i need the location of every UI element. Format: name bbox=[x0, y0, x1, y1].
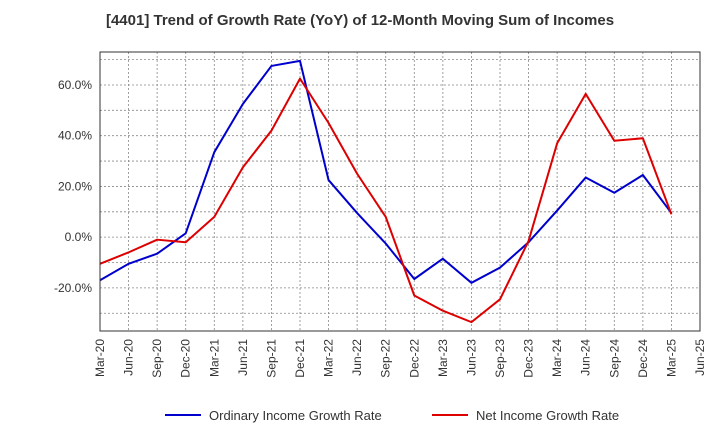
x-tick-label: Dec-21 bbox=[293, 339, 307, 378]
y-tick-label: 60.0% bbox=[58, 78, 92, 92]
series-line-2 bbox=[99, 77, 673, 324]
y-tick-label: 20.0% bbox=[58, 179, 92, 193]
x-axis-tick-labels: Mar-20 Jun-20 Sep-20 Dec-20 Mar-21 Jun-21 Sep-… bbox=[93, 339, 707, 378]
x-tick-label: Jun-25 bbox=[693, 339, 707, 376]
x-tick-label: Dec-22 bbox=[407, 339, 421, 378]
x-tick-label: Mar-25 bbox=[664, 339, 678, 377]
gridlines bbox=[100, 52, 700, 331]
x-tick-label: Mar-20 bbox=[93, 339, 107, 377]
series-lines bbox=[99, 59, 673, 324]
x-tick-label: Mar-23 bbox=[436, 339, 450, 377]
chart-title: [4401] Trend of Growth Rate (YoY) of 12-… bbox=[105, 12, 615, 29]
y-tick-label: -20.0% bbox=[54, 281, 92, 295]
plot-area-frame bbox=[99, 51, 701, 332]
x-tick-label: Mar-22 bbox=[322, 339, 336, 377]
x-tick-label: Sep-23 bbox=[493, 339, 507, 378]
legend-label: Net Income Growth Rate bbox=[476, 408, 619, 423]
y-axis-tick-labels: 60.0% 40.0% 20.0% 0.0% -20.0% bbox=[54, 78, 92, 295]
x-tick-label: Jun-20 bbox=[122, 339, 136, 376]
x-tick-label: Sep-24 bbox=[607, 339, 621, 378]
x-tick-label: Sep-21 bbox=[264, 339, 278, 378]
x-tick-label: Jun-23 bbox=[464, 339, 478, 376]
series-line-1 bbox=[99, 59, 673, 284]
x-tick-label: Jun-22 bbox=[350, 339, 364, 376]
x-tick-label: Jun-21 bbox=[236, 339, 250, 376]
x-tick-label: Dec-20 bbox=[179, 339, 193, 378]
x-tick-label: Sep-20 bbox=[150, 339, 164, 378]
y-tick-label: 40.0% bbox=[58, 129, 92, 143]
legend-label: Ordinary Income Growth Rate bbox=[209, 408, 382, 423]
x-tick-label: Mar-21 bbox=[207, 339, 221, 377]
x-tick-label: Dec-24 bbox=[636, 339, 650, 378]
x-tick-label: Dec-23 bbox=[522, 339, 536, 378]
x-tick-label: Sep-22 bbox=[379, 339, 393, 378]
y-tick-label: 0.0% bbox=[65, 230, 93, 244]
legend: Ordinary Income Growth Rate Net Income Gr… bbox=[165, 408, 619, 423]
x-tick-label: Jun-24 bbox=[579, 339, 593, 376]
x-tick-label: Mar-24 bbox=[550, 339, 564, 377]
